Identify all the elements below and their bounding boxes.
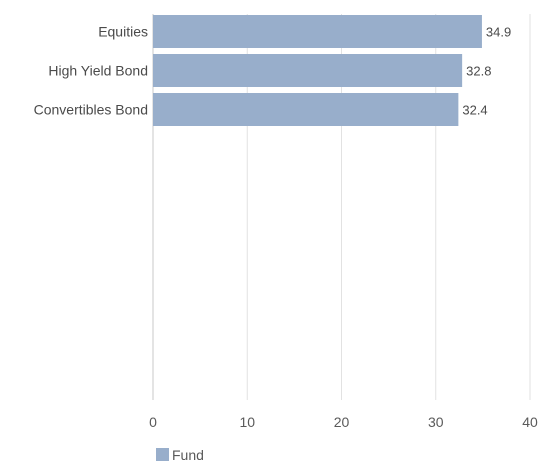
legend-swatch-fund [156,448,169,461]
x-axis-ticks: 0 10 20 30 40 [149,414,538,430]
x-tick-label-10: 10 [239,414,255,430]
bar-equities [153,15,482,48]
x-tick-label-20: 20 [334,414,350,430]
category-label-high-yield-bond: High Yield Bond [48,63,148,79]
category-labels: Equities High Yield Bond Convertibles Bond [34,24,148,118]
x-tick-label-30: 30 [428,414,444,430]
category-label-equities: Equities [98,24,148,40]
bar-high-yield-bond [153,54,463,87]
x-tick-label-40: 40 [522,414,538,430]
legend: Fund [156,447,204,463]
value-label-high-yield-bond: 32.8 [466,64,491,79]
value-label-convertibles-bond: 32.4 [462,103,487,118]
x-tick-label-0: 0 [149,414,157,430]
bars [153,15,482,126]
legend-label-fund: Fund [172,447,204,463]
value-label-equities: 34.9 [486,25,511,40]
bar-convertibles-bond [153,93,459,126]
category-label-convertibles-bond: Convertibles Bond [34,102,148,118]
value-labels: 34.9 32.8 32.4 [462,25,511,118]
